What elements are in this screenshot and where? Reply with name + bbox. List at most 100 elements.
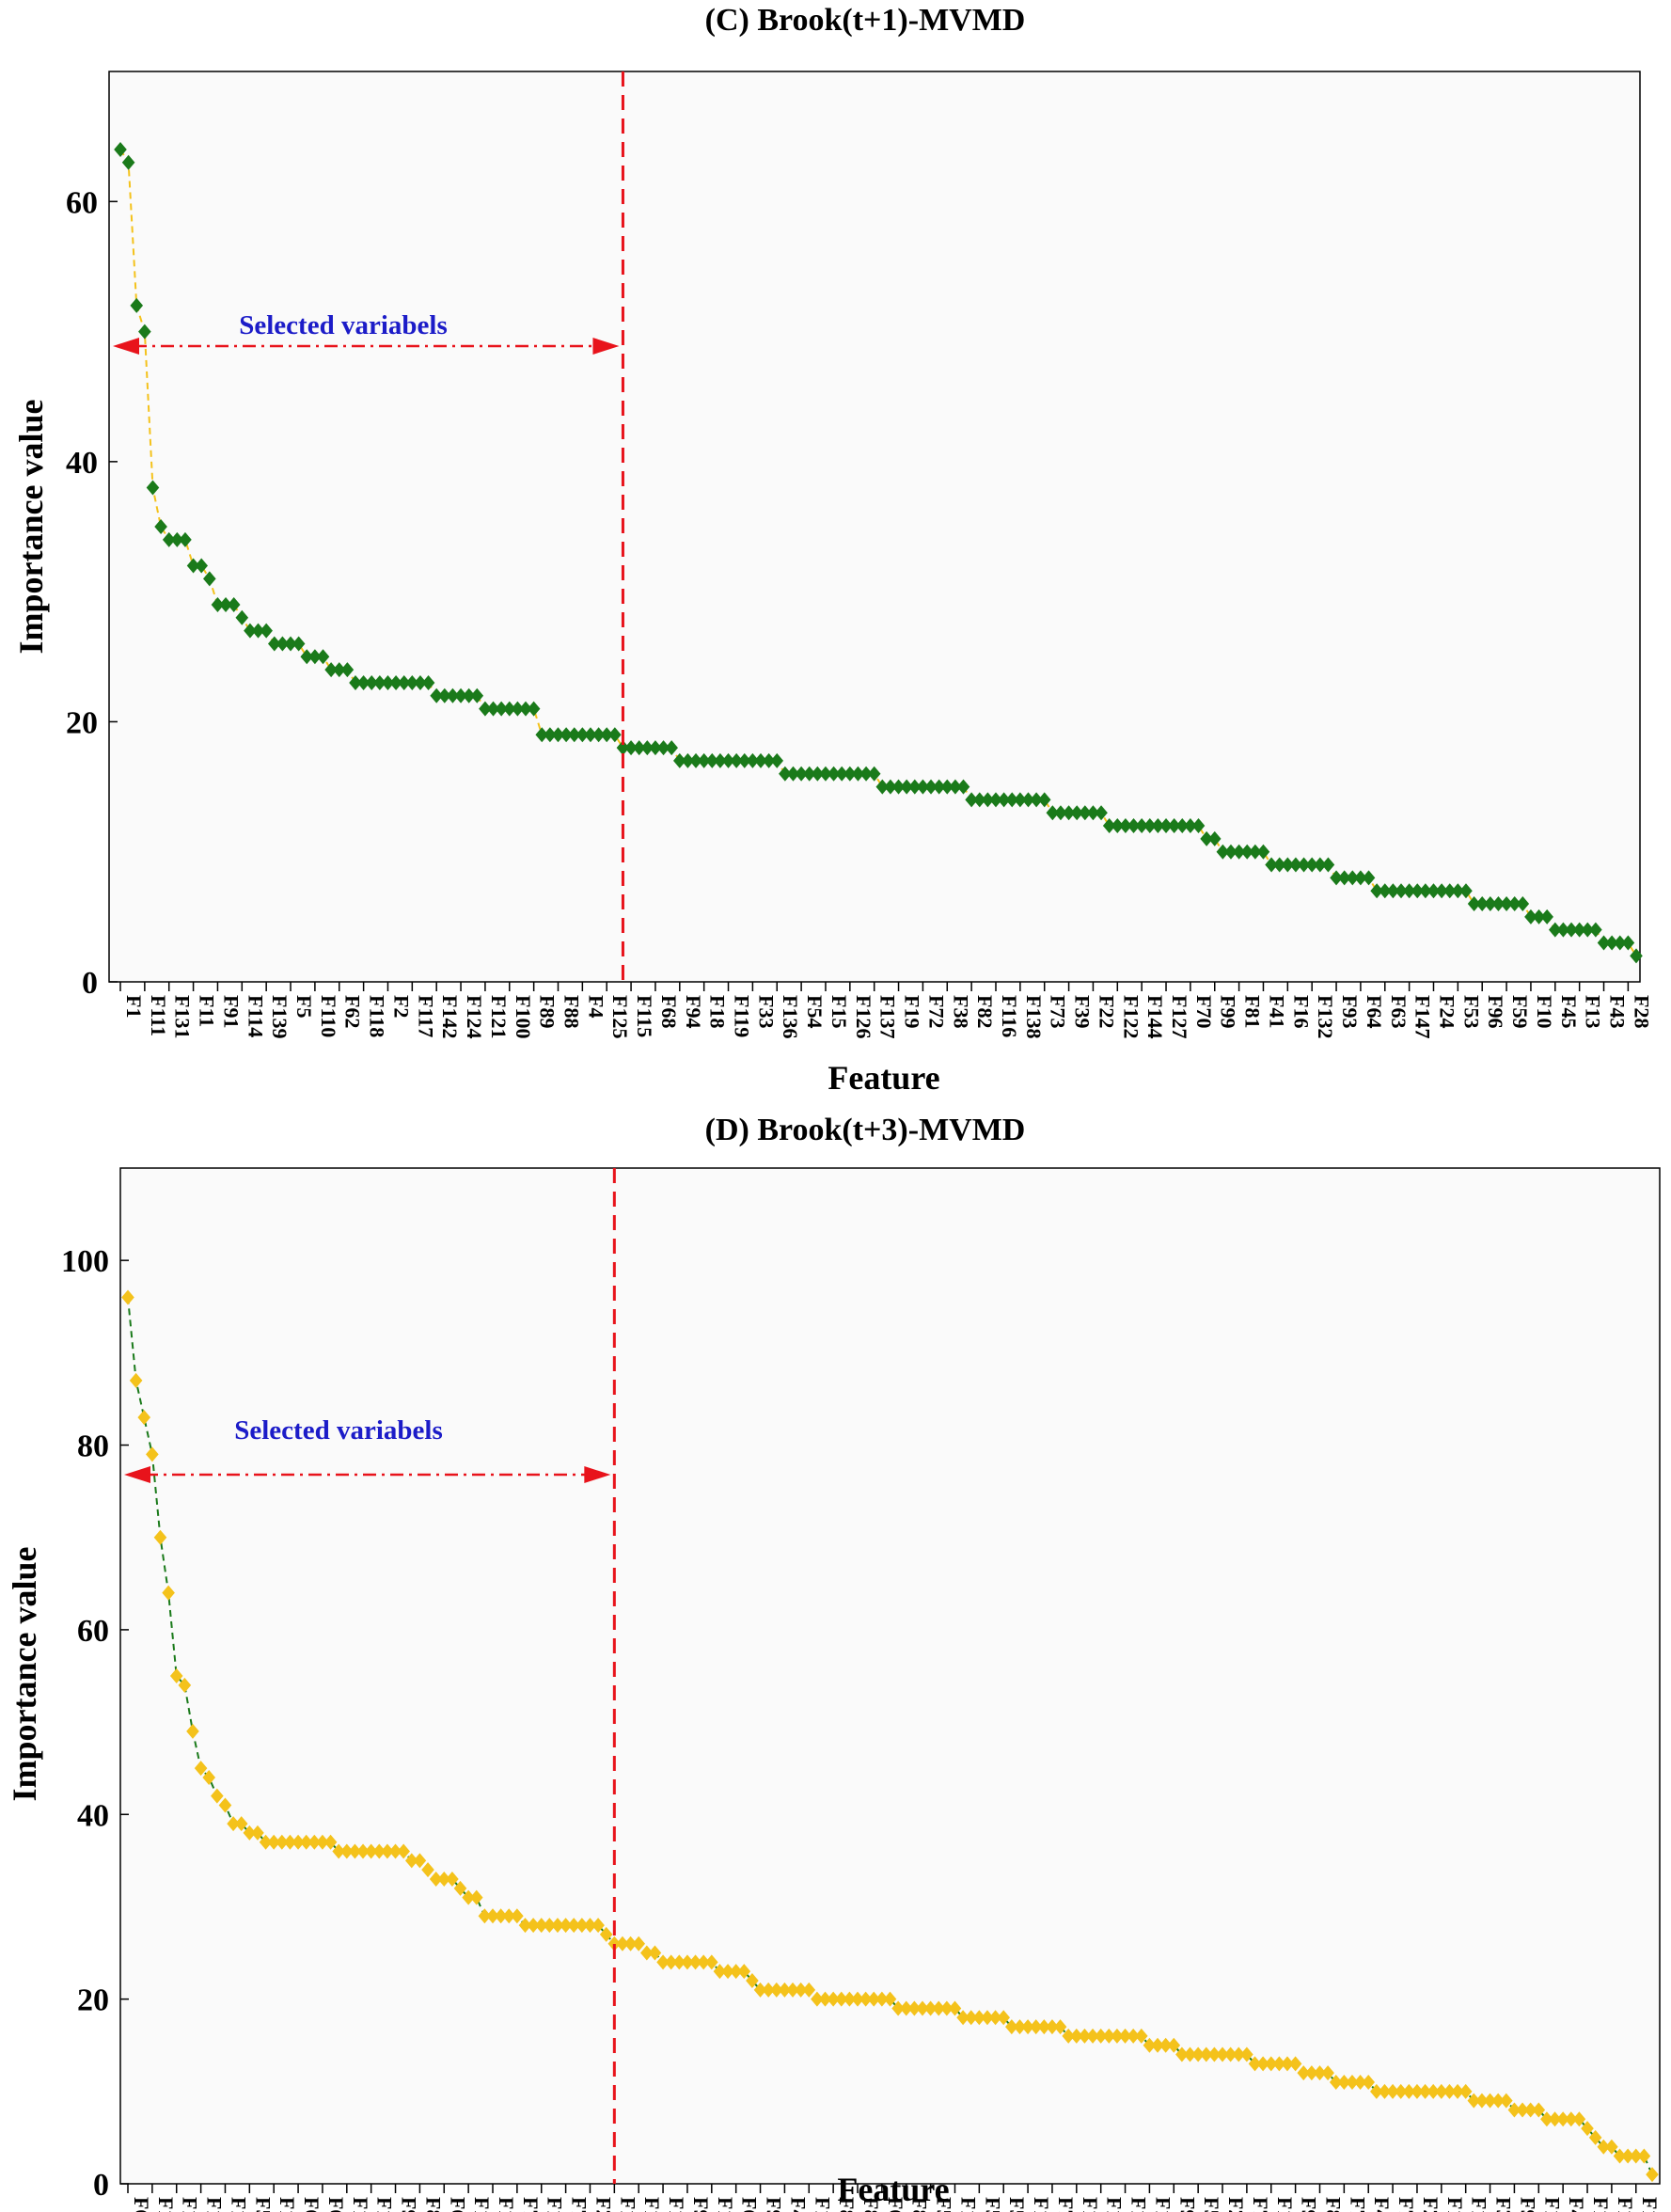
data-point: [169, 1668, 183, 1683]
data-point: [1564, 2111, 1578, 2127]
data-point: [916, 2000, 929, 2016]
data-point: [276, 1834, 289, 1850]
x-tick-label: F121: [495, 2197, 518, 2212]
data-point: [1395, 883, 1408, 899]
data-point: [1337, 2075, 1351, 2090]
data-point: [543, 1918, 557, 1934]
data-point: [179, 531, 192, 547]
data-point: [202, 1770, 216, 1785]
data-point: [737, 1964, 751, 1980]
data-point: [649, 740, 662, 756]
data-point: [891, 2000, 905, 2016]
x-tick-label: F53: [1459, 995, 1483, 1028]
y-tick-label: 100: [61, 1244, 109, 1279]
data-point: [907, 2000, 922, 2016]
x-tick-label: F18: [706, 995, 730, 1028]
data-point: [1637, 2148, 1651, 2164]
x-tick-label: F57: [933, 2197, 956, 2212]
x-tick-label: F150: [1638, 2197, 1662, 2212]
x-tick-label: F127: [1168, 995, 1191, 1038]
data-point: [948, 2000, 962, 2016]
data-point: [397, 1843, 410, 1859]
data-point: [1175, 818, 1190, 834]
data-point: [299, 1834, 313, 1850]
x-tick-label: F142: [1614, 2197, 1637, 2212]
y-tick-label: 60: [66, 185, 98, 220]
data-point: [1427, 883, 1441, 899]
x-tick-label: F132: [349, 2197, 372, 2212]
x-tick-label: F54: [803, 995, 827, 1028]
data-point: [495, 701, 508, 717]
data-point: [462, 687, 476, 703]
data-point: [1111, 2028, 1124, 2044]
data-point: [535, 727, 549, 743]
x-tick-label: F77: [1054, 2197, 1078, 2212]
x-tick-label: F10: [1533, 995, 1556, 1028]
x-tick-label: F6: [130, 2197, 153, 2212]
data-point: [1224, 844, 1237, 860]
x-tick-label: F142: [438, 995, 462, 1038]
x-tick-label: F93: [1338, 995, 1362, 1028]
data-point: [429, 1872, 443, 1887]
data-point: [1046, 2019, 1059, 2035]
data-point: [1459, 883, 1473, 899]
x-tick-label: F11: [196, 995, 219, 1027]
data-point: [965, 792, 978, 808]
data-point: [1451, 883, 1465, 899]
data-point: [1597, 935, 1611, 951]
data-point: [1305, 2065, 1318, 2081]
x-tick-label: F24: [1435, 995, 1458, 1028]
data-point: [1605, 2139, 1618, 2155]
data-point: [1418, 2083, 1432, 2099]
x-tick-label: F94: [763, 2197, 786, 2212]
data-point: [227, 596, 241, 612]
data-point: [1629, 2148, 1643, 2164]
data-point: [575, 1918, 589, 1934]
data-point: [956, 2010, 969, 2026]
x-tick-label: F66: [324, 2197, 348, 2212]
data-point: [875, 1991, 889, 2007]
data-point: [932, 2000, 946, 2016]
x-tick-label: F78: [1249, 2197, 1272, 2212]
x-tick-label: F45: [1370, 2197, 1394, 2212]
data-point: [891, 779, 906, 795]
x-axis-label: Feature: [837, 2171, 949, 2208]
data-point: [389, 674, 402, 690]
x-axis-label: Feature: [828, 1059, 939, 1097]
x-tick-label: F20: [1224, 2197, 1248, 2212]
data-point: [778, 1982, 792, 1998]
data-point: [1516, 896, 1530, 912]
x-tick-label: F139: [268, 995, 292, 1038]
x-tick-label: F41: [1265, 995, 1288, 1028]
data-point: [900, 779, 913, 795]
data-point: [770, 752, 784, 768]
data-point: [323, 1834, 338, 1850]
data-point: [1540, 2111, 1553, 2127]
x-tick-label: F9: [1516, 2197, 1539, 2212]
data-point: [1134, 2028, 1148, 2044]
data-point: [1353, 2075, 1367, 2090]
data-point: [583, 1918, 597, 1934]
data-point: [1288, 2056, 1302, 2072]
data-point: [1572, 922, 1586, 938]
data-point: [437, 1872, 451, 1887]
data-point: [1427, 2083, 1440, 2099]
data-point: [1232, 2046, 1246, 2062]
data-point: [1378, 883, 1392, 899]
data-point: [673, 752, 686, 768]
data-point: [591, 1918, 605, 1934]
data-point: [1548, 922, 1562, 938]
x-tick-label: F138: [1022, 995, 1046, 1038]
x-tick-label: F122: [1119, 995, 1143, 1038]
data-point: [1053, 2019, 1067, 2035]
data-point: [308, 649, 322, 665]
data-point: [1248, 2056, 1262, 2072]
data-point: [511, 1908, 524, 1924]
data-point: [786, 766, 800, 782]
data-point: [714, 752, 727, 768]
data-point: [665, 740, 678, 756]
data-point: [795, 766, 808, 782]
x-tick-label: F88: [560, 995, 583, 1028]
x-tick-label: F74: [568, 2197, 591, 2212]
x-tick-label: F90: [1175, 2197, 1199, 2212]
